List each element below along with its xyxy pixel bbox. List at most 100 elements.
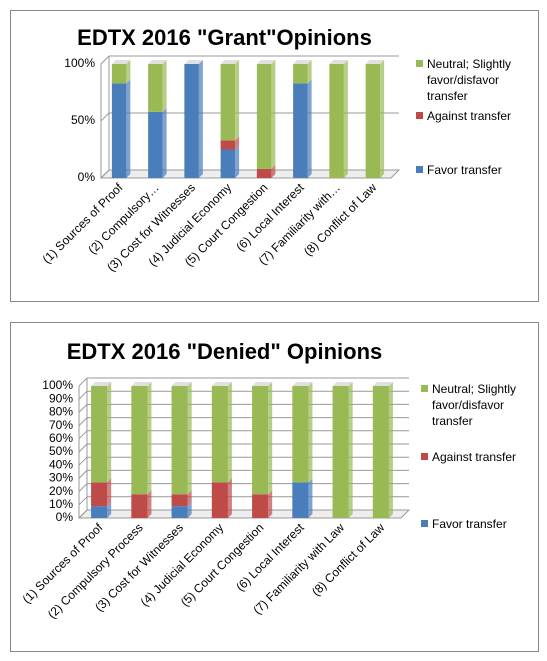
legend-swatch (416, 166, 423, 173)
y-tick-label: 50% (49, 444, 73, 458)
grid-line (78, 483, 88, 492)
grid-line (100, 169, 110, 179)
bar-top (91, 382, 112, 386)
bar-segment (292, 482, 309, 518)
bar-top (293, 60, 312, 64)
legend-label: Favor transfer (427, 163, 502, 177)
bar-segment-side (271, 164, 276, 178)
legend-swatch (416, 112, 423, 119)
chart-title: EDTX 2016 "Grant"Opinions (77, 25, 372, 50)
grid-line (78, 509, 88, 519)
bar-segment (211, 386, 228, 483)
bar-top (211, 382, 232, 386)
grid-line (78, 443, 88, 453)
bar-top (256, 60, 276, 64)
bar-segment-side (162, 107, 167, 178)
bar-segment (148, 111, 163, 178)
legend-label: Favor transfer (432, 517, 507, 531)
grid-line (78, 456, 88, 466)
bar-segment-side (348, 382, 353, 518)
bar-segment-side (107, 502, 112, 518)
bar-segment (131, 494, 148, 518)
bar-segment (171, 506, 188, 518)
legend-swatch (421, 453, 428, 460)
bar-segment-side (308, 478, 313, 518)
bar-segment (365, 64, 381, 178)
bar-segment-side (380, 60, 385, 178)
bar-segment (171, 386, 188, 495)
bar-segment (332, 386, 349, 518)
legend-entry: Neutral; Slightly favor/disfavor transfe… (421, 381, 526, 429)
bar-segment-side (162, 60, 167, 112)
bar-segment-side (107, 478, 112, 507)
bar-top (171, 382, 192, 386)
legend-label: Against transfer (427, 109, 512, 123)
bar-segment (293, 64, 308, 84)
legend-entry: Neutral; Slightly favor/disfavor transfe… (416, 56, 521, 104)
bar-segment-side (147, 490, 152, 518)
y-tick-label: 30% (49, 471, 73, 485)
y-tick-label: 80% (49, 405, 73, 419)
y-tick-label: 0% (78, 170, 96, 184)
chart: EDTX 2016 "Denied" Opinions 0%10%20%30%40… (20, 339, 411, 621)
legend-swatch (416, 60, 423, 67)
bar-segment-side (235, 136, 240, 150)
bar-segment-side (343, 60, 348, 178)
bar-segment (256, 64, 272, 169)
bar-segment-side (235, 145, 240, 178)
grid-line (78, 430, 88, 440)
grid-line (78, 417, 88, 426)
bar-segment (252, 494, 269, 518)
bar-segment-side (271, 60, 276, 169)
bar-top (292, 382, 313, 386)
legend-swatch (421, 385, 428, 392)
bar-segment (372, 386, 389, 518)
bar-top (372, 382, 393, 386)
grid-line (78, 496, 88, 506)
grid-line (78, 377, 88, 387)
y-tick-label: 20% (49, 484, 73, 498)
bar-top (148, 60, 167, 64)
bar-segment-side (268, 490, 273, 518)
bar-segment (211, 482, 228, 518)
bar-segment-side (388, 382, 393, 518)
bar-segment-side (187, 502, 192, 518)
bar-segment (148, 64, 163, 112)
chart-panel: EDTX 2016 "Denied" Opinions 0% 10% 20% 30% 40… (10, 322, 539, 652)
legend-entry: Favor transfer (421, 516, 526, 532)
bar-segment-side (126, 60, 131, 84)
bar-segment (91, 506, 108, 518)
floor (99, 169, 401, 179)
y-tick-label: 100% (42, 378, 73, 392)
bar-segment-side (198, 60, 203, 178)
bar-segment-side (126, 79, 131, 178)
chart-panel: EDTX 2016 "Grant"Opinions 0% 50% 100% (1) So… (10, 10, 539, 302)
bar-segment (329, 64, 344, 178)
bar-segment (256, 168, 272, 178)
bar-segment (293, 83, 308, 178)
y-tick-label: 50% (71, 113, 95, 127)
bar-segment-side (308, 382, 313, 483)
y-tick-label: 60% (49, 431, 73, 445)
y-tick-label: 0% (56, 510, 74, 524)
y-tick-label: 100% (64, 56, 95, 70)
grid-line (78, 390, 88, 400)
legend-entry: Against transfer (421, 449, 526, 465)
grid-line (78, 470, 88, 479)
legend-label: Against transfer (432, 450, 517, 464)
bar-segment (220, 140, 236, 150)
y-tick-label: 70% (49, 418, 73, 432)
bar-segment (91, 482, 108, 507)
grid-line (100, 112, 110, 122)
bar-segment-side (307, 60, 312, 84)
legend-label: Neutral; Slightly favor/disfavor transfe… (432, 382, 517, 428)
bar-top (329, 60, 348, 64)
bar-segment-side (147, 382, 152, 495)
bar-segment (252, 386, 269, 495)
bar-top (220, 60, 240, 64)
bar-top (365, 60, 385, 64)
bar-segment (220, 64, 236, 141)
bar-segment-side (227, 382, 232, 483)
